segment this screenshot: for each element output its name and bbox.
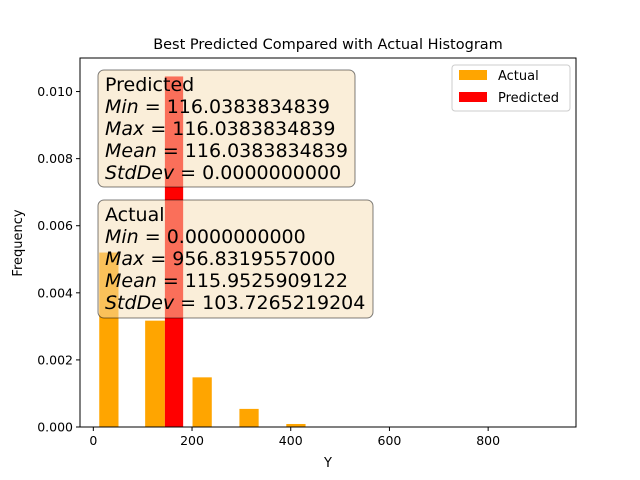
y-tick-label: 0.002 bbox=[37, 352, 73, 367]
stats-value: 116.0383834839 bbox=[172, 118, 335, 140]
stats-value: 115.9525909122 bbox=[185, 270, 348, 292]
stats-line-stddev: StdDev = 0.0000000000 bbox=[105, 162, 341, 184]
stats-name: Max bbox=[105, 118, 145, 140]
stats-box-frame bbox=[97, 69, 356, 188]
legend: Actual Predicted bbox=[451, 64, 571, 112]
stats-box-frame bbox=[97, 199, 374, 319]
stats-line-max: Max = 956.8319557000 bbox=[105, 248, 335, 270]
stats-line-stddev: StdDev = 103.7265219204 bbox=[105, 292, 365, 314]
chart-title: Best Predicted Compared with Actual Hist… bbox=[153, 37, 503, 53]
y-tick-label: 0.008 bbox=[37, 151, 73, 166]
y-axis-label: Frequency bbox=[11, 209, 26, 276]
stats-value: 103.7265219204 bbox=[202, 292, 365, 314]
stats-equals: = bbox=[139, 96, 167, 118]
stats-name: StdDev bbox=[105, 292, 175, 314]
y-tick-label: 0.000 bbox=[37, 420, 73, 435]
stats-name: Min bbox=[105, 96, 139, 118]
stats-box-title: Actual bbox=[105, 204, 165, 226]
y-tick-label: 0.006 bbox=[37, 218, 73, 233]
stats-name: Mean bbox=[105, 270, 157, 292]
stats-value: 116.0383834839 bbox=[167, 96, 330, 118]
stats-box-title: Predicted bbox=[105, 74, 194, 96]
legend-label-predicted: Predicted bbox=[498, 91, 559, 106]
y-axis: 0.000 0.002 0.004 0.006 0.008 0.010 bbox=[37, 84, 80, 435]
bar-actual-3 bbox=[239, 408, 259, 427]
x-tick-label: 200 bbox=[180, 433, 204, 448]
stats-equals: = bbox=[144, 248, 172, 270]
stats-line-mean: Mean = 115.9525909122 bbox=[105, 270, 348, 292]
stats-equals: = bbox=[144, 118, 172, 140]
stats-equals: = bbox=[174, 162, 202, 184]
x-tick-label: 0 bbox=[89, 433, 97, 448]
legend-swatch-actual bbox=[459, 70, 487, 80]
legend-label-actual: Actual bbox=[498, 69, 539, 84]
stats-name: Min bbox=[105, 226, 139, 248]
x-axis-label: Y bbox=[323, 456, 332, 471]
x-tick-label: 400 bbox=[279, 433, 303, 448]
y-tick-label: 0.010 bbox=[37, 84, 73, 99]
legend-swatch-predicted bbox=[459, 92, 487, 102]
x-tick-label: 800 bbox=[476, 433, 500, 448]
bar-actual-2 bbox=[192, 377, 212, 427]
stats-equals: = bbox=[157, 140, 185, 162]
stats-name: Mean bbox=[105, 140, 157, 162]
y-tick-label: 0.004 bbox=[37, 285, 73, 300]
stats-value: 0.0000000000 bbox=[202, 162, 341, 184]
stats-equals: = bbox=[174, 292, 202, 314]
stats-value: 116.0383834839 bbox=[185, 140, 348, 162]
stats-value: 956.8319557000 bbox=[172, 248, 335, 270]
stats-line-mean: Mean = 116.0383834839 bbox=[105, 140, 348, 162]
stats-line-max: Max = 116.0383834839 bbox=[105, 118, 335, 140]
stats-value: 0.0000000000 bbox=[167, 226, 306, 248]
stats-equals: = bbox=[139, 226, 167, 248]
stats-name: Max bbox=[105, 248, 145, 270]
stats-name: StdDev bbox=[105, 162, 175, 184]
plot-frame bbox=[79, 57, 577, 428]
bar-actual-1 bbox=[145, 320, 165, 427]
stats-line-min: Min = 116.0383834839 bbox=[105, 96, 330, 118]
bar-actual-4 bbox=[286, 423, 306, 427]
x-axis: 0 200 400 600 800 bbox=[89, 427, 500, 448]
x-tick-label: 600 bbox=[378, 433, 402, 448]
stats-line-min: Min = 0.0000000000 bbox=[105, 226, 306, 248]
stats-equals: = bbox=[157, 270, 185, 292]
